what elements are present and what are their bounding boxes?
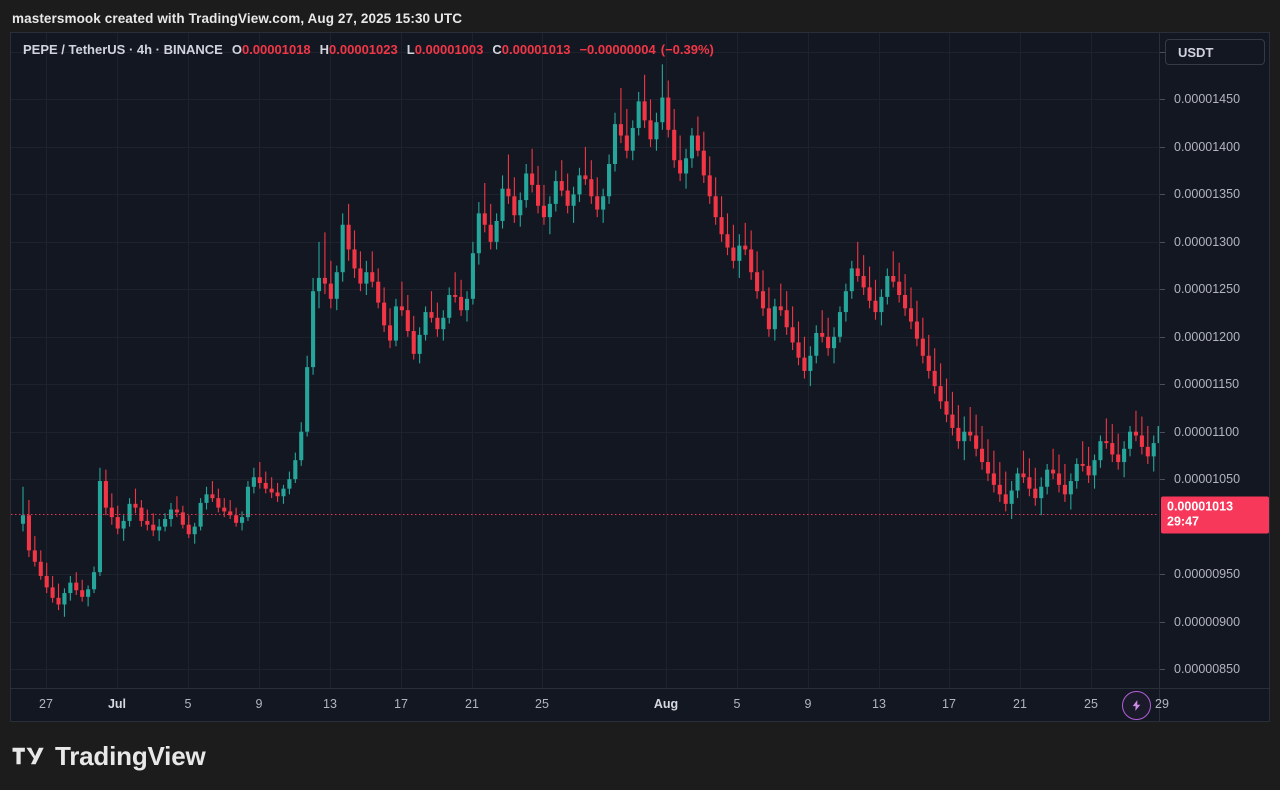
price-axis[interactable]: USDT 0.000015000.000014500.000014000.000… — [1159, 33, 1269, 721]
change-absolute: −0.00000004 — [579, 42, 656, 57]
candlestick-plot[interactable] — [11, 33, 1159, 688]
time-axis[interactable]: 27 Jul 5 9 13 17 21 25 Aug 5 9 13 17 21 25 29 — [11, 688, 1269, 721]
time-tick-label: 13 — [872, 697, 886, 711]
last-price-value: 0.00001013 — [1167, 499, 1234, 513]
time-tick-label: 9 — [804, 697, 812, 711]
high-label: H — [319, 42, 330, 57]
time-tick-label: 5 — [733, 697, 741, 711]
currency-badge[interactable]: USDT — [1165, 39, 1265, 65]
footer-brand-bar: TradingView — [0, 722, 1280, 790]
price-tick-mark — [1160, 289, 1165, 290]
chart-container[interactable]: PEPE / TetherUS · 4h · BINANCE O 0.00001… — [10, 32, 1270, 722]
price-tick-mark — [1160, 384, 1165, 385]
price-tick-label: 0.00000850 — [1174, 662, 1241, 676]
price-tick-label: 0.00001400 — [1174, 139, 1241, 154]
chart-legend: PEPE / TetherUS · 4h · BINANCE O 0.00001… — [23, 42, 714, 57]
time-tick-label: 17 — [394, 697, 408, 711]
bar-countdown: 29:47 — [1167, 514, 1199, 528]
time-tick-label: 25 — [535, 697, 549, 711]
price-tick-label: 0.00001250 — [1174, 282, 1241, 297]
chart-pane[interactable] — [11, 33, 1159, 688]
price-tick-mark — [1160, 147, 1165, 148]
time-tick-label: 27 — [39, 697, 53, 711]
last-price-tag[interactable]: 0.00001013 29:47 — [1161, 496, 1269, 533]
price-tick-label: 0.00001300 — [1174, 234, 1241, 249]
lightning-bolt-glyph — [1132, 700, 1141, 711]
open-label: O — [231, 42, 242, 57]
time-tick-label: 17 — [942, 697, 956, 711]
realtime-bolt-icon[interactable] — [1122, 691, 1151, 720]
price-tick-mark — [1160, 99, 1165, 100]
tradingview-logo-icon — [12, 747, 44, 765]
time-tick-label: 13 — [323, 697, 337, 711]
open-value: 0.00001018 — [241, 42, 311, 57]
low-group: L 0.00001003 — [407, 42, 484, 57]
attribution-text: mastersmook created with TradingView.com… — [12, 10, 463, 26]
low-label: L — [406, 42, 415, 57]
close-label: C — [492, 42, 502, 57]
price-tick-mark — [1160, 432, 1165, 433]
time-tick-label: 21 — [1013, 697, 1027, 711]
price-tick-mark — [1160, 669, 1165, 670]
price-tick-mark — [1160, 52, 1165, 53]
price-tick-label: 0.00000900 — [1174, 614, 1241, 629]
close-value: 0.00001013 — [501, 42, 571, 57]
attribution-bar: mastersmook created with TradingView.com… — [0, 0, 1280, 36]
time-tick-label: 29 — [1155, 697, 1169, 711]
price-tick-mark — [1160, 194, 1165, 195]
time-tick-label: 21 — [465, 697, 479, 711]
price-tick-label: 0.00001150 — [1174, 377, 1240, 392]
time-tick-label: Aug — [653, 697, 679, 711]
time-tick-label: Jul — [107, 697, 127, 711]
high-group: H 0.00001023 — [320, 42, 398, 57]
price-tick-label: 0.00001200 — [1174, 329, 1241, 344]
brand-name: TradingView — [55, 740, 206, 771]
price-tick-mark — [1160, 242, 1165, 243]
time-tick-label: 9 — [255, 697, 263, 711]
time-tick-label: 5 — [184, 697, 192, 711]
price-tick-mark — [1160, 479, 1165, 480]
candle-series — [20, 64, 1159, 617]
price-tick-mark — [1160, 622, 1165, 623]
close-group: C 0.00001013 — [492, 42, 570, 57]
price-tick-label: 0.00001450 — [1174, 92, 1241, 107]
time-tick-label: 25 — [1084, 697, 1098, 711]
price-tick-mark — [1160, 574, 1165, 575]
open-group: O 0.00001018 — [232, 42, 311, 57]
low-value: 0.00001003 — [414, 42, 484, 57]
symbol-label[interactable]: PEPE / TetherUS · 4h · BINANCE — [23, 42, 223, 57]
price-tick-label: 0.00001100 — [1174, 424, 1240, 439]
price-tick-label: 0.00000950 — [1174, 567, 1241, 582]
price-tick-label: 0.00001050 — [1174, 472, 1241, 487]
high-value: 0.00001023 — [329, 42, 398, 57]
price-tick-label: 0.00001350 — [1174, 187, 1241, 202]
price-tick-mark — [1160, 337, 1165, 338]
change-percent: (−0.39%) — [660, 42, 714, 57]
